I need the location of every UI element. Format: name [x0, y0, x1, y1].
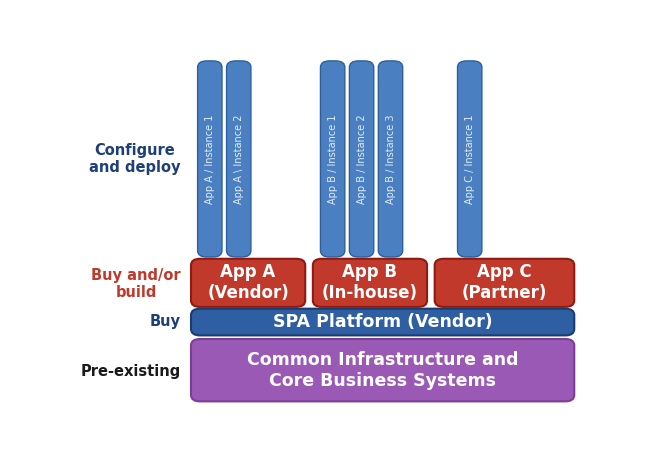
Text: Common Infrastructure and
Core Business Systems: Common Infrastructure and Core Business … [247, 351, 518, 389]
Text: SPA Platform (Vendor): SPA Platform (Vendor) [273, 313, 493, 331]
Text: App C
(Partner): App C (Partner) [462, 263, 547, 302]
Text: App C / Instance 1: App C / Instance 1 [464, 114, 475, 204]
FancyBboxPatch shape [320, 61, 345, 257]
FancyBboxPatch shape [313, 259, 427, 307]
Text: App A
(Vendor): App A (Vendor) [207, 263, 289, 302]
Text: App B / Instance 3: App B / Instance 3 [386, 114, 396, 204]
FancyBboxPatch shape [198, 61, 222, 257]
FancyBboxPatch shape [191, 339, 574, 401]
FancyBboxPatch shape [227, 61, 251, 257]
Text: App A \ Instance 2: App A \ Instance 2 [234, 114, 244, 204]
FancyBboxPatch shape [435, 259, 574, 307]
Text: App B / Instance 2: App B / Instance 2 [356, 114, 367, 204]
Text: Configure
and deploy: Configure and deploy [89, 143, 181, 175]
FancyBboxPatch shape [191, 259, 305, 307]
FancyBboxPatch shape [349, 61, 374, 257]
FancyBboxPatch shape [379, 61, 403, 257]
Text: Buy: Buy [150, 314, 181, 329]
FancyBboxPatch shape [191, 309, 574, 335]
Text: App B / Instance 1: App B / Instance 1 [328, 114, 337, 204]
Text: Buy and/or
build: Buy and/or build [91, 268, 181, 300]
Text: Pre-existing: Pre-existing [81, 363, 181, 379]
Text: App A / Instance 1: App A / Instance 1 [205, 114, 215, 204]
Text: App B
(In-house): App B (In-house) [322, 263, 418, 302]
FancyBboxPatch shape [457, 61, 482, 257]
